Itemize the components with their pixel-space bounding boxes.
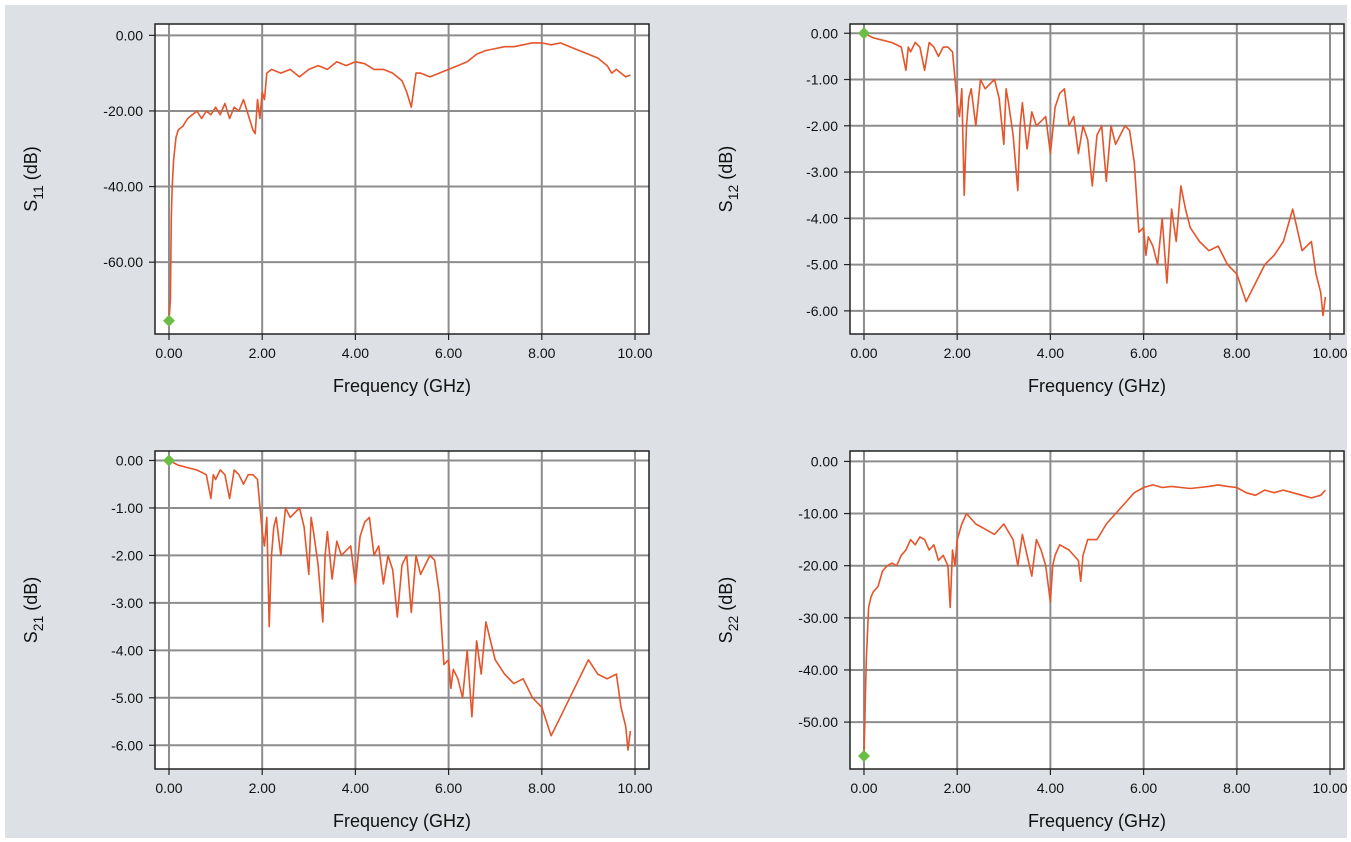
series-line	[863, 484, 1326, 757]
x-tick-label: 8.00	[528, 345, 555, 361]
y-tick-label: -3.00	[111, 595, 143, 611]
x-tick-label: 0.00	[850, 345, 877, 361]
chart-bottom-left: 0.00 2.00 4.00 6.00 8.00 10.00 0.00 -1.00 -2.00 -…	[21, 450, 653, 831]
marker-point	[857, 27, 870, 40]
y-tick-label: -30.00	[798, 610, 838, 626]
y-axis-title: S11 (dB)	[21, 146, 46, 212]
x-tick-label: 2.00	[249, 780, 276, 796]
y-axis-title-subscript: 12	[725, 185, 741, 201]
series-line	[863, 32, 1327, 317]
y-axis-title-unit: (dB)	[21, 577, 41, 616]
y-tick-label: -4.00	[806, 210, 838, 226]
x-tick-label: 6.00	[435, 345, 462, 361]
chart-top-left: 0.00 2.00 4.00 6.00 8.00 10.00 0.00 -20.00 -40.0…	[21, 23, 653, 396]
y-axis-title-unit: (dB)	[21, 146, 41, 185]
x-tick-label: 10.00	[1312, 780, 1347, 796]
y-tick-label: -5.00	[111, 690, 143, 706]
y-tick-label: 0.00	[116, 27, 143, 43]
chart-top-right: 0.00 2.00 4.00 6.00 8.00 10.00 0.00 -1.00 -2.00 -…	[716, 23, 1347, 396]
x-tick-label: 6.00	[1130, 345, 1157, 361]
marker-point	[162, 314, 175, 327]
y-tick-label: -2.00	[806, 118, 838, 134]
chart-bottom-right: 0.00 2.00 4.00 6.00 8.00 10.00 0.00 -10.00 -20.0…	[716, 450, 1347, 831]
y-tick-label: 0.00	[116, 452, 143, 468]
charts-canvas: 0.00 2.00 4.00 6.00 8.00 10.00 0.00 -20.00 -40.0…	[21, 23, 1347, 831]
figure: 0.00 2.00 4.00 6.00 8.00 10.00 0.00 -20.00 -40.0…	[5, 5, 1347, 838]
plot-frame	[849, 23, 1345, 335]
y-tick-label: -40.00	[798, 662, 838, 678]
y-tick-label: -5.00	[806, 257, 838, 273]
plot-frame	[154, 450, 650, 770]
plot-area	[155, 24, 649, 334]
y-axis-title-subscript: 22	[725, 616, 741, 632]
y-tick-label: -1.00	[111, 500, 143, 516]
y-tick-label: 0.00	[811, 453, 838, 469]
y-axis-title: S22 (dB)	[716, 577, 741, 644]
x-tick-label: 10.00	[617, 780, 652, 796]
x-tick-label: 4.00	[1037, 345, 1064, 361]
x-axis-title: Frequency (GHz)	[1028, 811, 1166, 831]
y-tick-label: -20.00	[798, 558, 838, 574]
y-tick-label: -50.00	[798, 714, 838, 730]
y-tick-label: -6.00	[806, 303, 838, 319]
y-tick-label: -3.00	[806, 164, 838, 180]
x-tick-label: 8.00	[1223, 345, 1250, 361]
x-axis-title: Frequency (GHz)	[333, 811, 471, 831]
y-axis-title-unit: (dB)	[716, 146, 736, 185]
x-tick-label: 10.00	[617, 345, 652, 361]
marker-point	[857, 749, 870, 762]
plot-area	[850, 451, 1344, 769]
y-axis-title-unit: (dB)	[716, 577, 736, 616]
plot-area	[850, 24, 1344, 334]
plot-frame	[154, 23, 650, 335]
x-tick-label: 2.00	[944, 345, 971, 361]
y-tick-label: -40.00	[103, 179, 143, 195]
x-tick-label: 0.00	[850, 780, 877, 796]
x-tick-label: 6.00	[1130, 780, 1157, 796]
y-axis-title-subscript: 21	[30, 616, 46, 632]
x-tick-label: 4.00	[342, 780, 369, 796]
y-tick-label: 0.00	[811, 25, 838, 41]
x-tick-label: 10.00	[1312, 345, 1347, 361]
y-tick-label: -20.00	[103, 103, 143, 119]
y-tick-label: -1.00	[806, 72, 838, 88]
y-axis-title-base: S	[716, 631, 736, 643]
y-axis-title: S21 (dB)	[21, 577, 46, 644]
x-tick-label: 4.00	[1037, 780, 1064, 796]
series-line	[168, 42, 631, 321]
x-tick-label: 4.00	[342, 345, 369, 361]
x-axis-title: Frequency (GHz)	[333, 376, 471, 396]
x-tick-label: 0.00	[155, 780, 182, 796]
y-tick-label: -4.00	[111, 642, 143, 658]
y-axis-title-base: S	[21, 631, 41, 643]
x-tick-label: 8.00	[1223, 780, 1250, 796]
y-axis-title-subscript: 11	[30, 185, 46, 200]
series-line	[168, 459, 632, 751]
y-tick-label: -2.00	[111, 547, 143, 563]
y-axis-title-base: S	[716, 200, 736, 212]
y-tick-label: -60.00	[103, 254, 143, 270]
x-tick-label: 2.00	[944, 780, 971, 796]
y-tick-label: -6.00	[111, 737, 143, 753]
x-tick-label: 8.00	[528, 780, 555, 796]
y-axis-title-base: S	[21, 200, 41, 212]
plot-frame	[849, 450, 1345, 770]
x-axis-title: Frequency (GHz)	[1028, 376, 1166, 396]
y-axis-title: S12 (dB)	[716, 146, 741, 213]
x-tick-label: 2.00	[249, 345, 276, 361]
y-tick-label: -10.00	[798, 506, 838, 522]
x-tick-label: 6.00	[435, 780, 462, 796]
marker-point	[162, 454, 175, 467]
plot-area	[155, 451, 649, 769]
x-tick-label: 0.00	[155, 345, 182, 361]
